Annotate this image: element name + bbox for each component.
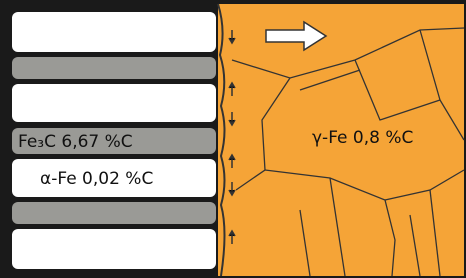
ferrite-lamella — [12, 229, 216, 269]
austenite-label: γ-Fe 0,8 %C — [312, 128, 413, 148]
diagram: Fe₃C 6,67 %C α-Fe 0,02 %C γ-Fe 0,8 %C — [0, 0, 466, 278]
page: {"labels": {"cementite": "Fe₃C 6,67 %C",… — [0, 0, 466, 278]
cementite-lamella — [12, 202, 216, 224]
ferrite-label: α-Fe 0,02 %C — [40, 169, 153, 189]
cementite-label: Fe₃C 6,67 %C — [18, 132, 133, 152]
cementite-lamella — [12, 57, 216, 79]
ferrite-lamella — [12, 84, 216, 122]
ferrite-lamella — [12, 12, 216, 52]
